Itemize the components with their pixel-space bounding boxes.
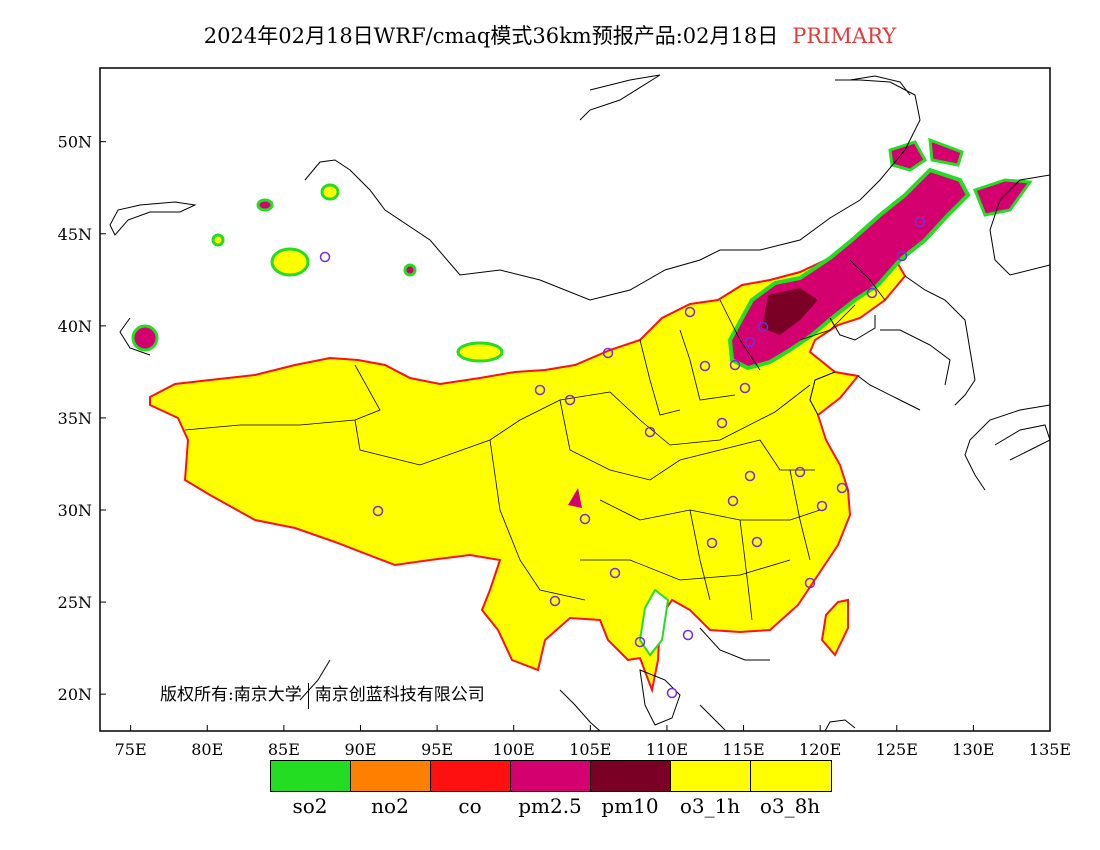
legend-label-so2: so2 xyxy=(292,794,328,818)
lat-tick-label: 20N xyxy=(58,685,92,704)
legend-colorbar xyxy=(270,760,832,792)
country-borders xyxy=(109,74,1050,731)
map-axes: 75E 80E 85E 90E 95E 100E 105E 110E 115E 120E 125E 1… xyxy=(58,133,1071,759)
legend-label-o3-8h: o3_8h xyxy=(759,794,821,818)
copyright-separator xyxy=(307,682,309,709)
lon-tick-label: 115E xyxy=(722,740,764,759)
legend-label-pm10: pm10 xyxy=(601,794,659,818)
lat-tick-label: 30N xyxy=(58,501,92,520)
legend-swatch-co xyxy=(431,761,511,791)
lat-tick-label: 40N xyxy=(58,317,92,336)
lon-tick-label: 90E xyxy=(344,740,376,759)
map-title: 2024年02月18日WRF/cmaq模式36km预报产品:02月18日 PRIM… xyxy=(0,20,1100,50)
legend-label-no2: no2 xyxy=(371,794,409,818)
lon-tick-label: 100E xyxy=(493,740,535,759)
sichuan-pm25-spot xyxy=(568,488,582,508)
southern-gap xyxy=(638,588,670,657)
lon-tick-label: 125E xyxy=(876,740,918,759)
legend-swatch-pm2-5 xyxy=(511,761,591,791)
lon-tick-label: 120E xyxy=(799,740,841,759)
lon-tick-label: 130E xyxy=(952,740,994,759)
legend-swatch-o3-8h xyxy=(751,761,831,791)
lon-tick-label: 85E xyxy=(268,740,300,759)
lon-tick-label: 80E xyxy=(191,740,223,759)
map-content xyxy=(109,74,1050,731)
lon-tick-label: 105E xyxy=(569,740,611,759)
taiwan-region xyxy=(820,598,849,657)
lon-tick-label: 75E xyxy=(115,740,147,759)
xinjiang-pollution-patches xyxy=(131,183,504,363)
city-markers xyxy=(319,216,926,699)
china-o3-region xyxy=(149,230,907,694)
legend-label-co: co xyxy=(458,794,482,818)
copyright-text: 版权所有:南京大学 南京创蓝科技有限公司 xyxy=(160,680,485,709)
legend-label-o3-1h: o3_1h xyxy=(679,794,741,818)
lat-tick-label: 45N xyxy=(58,225,92,244)
northeast-pm10-core xyxy=(762,288,818,335)
legend-swatch-no2 xyxy=(351,761,431,791)
heilongjiang-pm25-2 xyxy=(928,137,964,167)
lat-tick-label: 50N xyxy=(58,133,92,152)
lon-tick-label: 110E xyxy=(646,740,688,759)
legend-swatch-pm10 xyxy=(591,761,671,791)
heilongjiang-pm25 xyxy=(888,140,927,172)
lon-tick-label: 135E xyxy=(1029,740,1071,759)
legend-swatch-o3-1h xyxy=(671,761,751,791)
lat-tick-label: 25N xyxy=(58,593,92,612)
copyright-owner-2: 南京创蓝科技有限公司 xyxy=(314,685,485,705)
province-borders xyxy=(184,259,886,621)
legend-labels: so2 no2 co pm2.5 pm10 o3_1h o3_8h xyxy=(270,794,830,818)
title-pollutant-tag: PRIMARY xyxy=(792,24,897,48)
copyright-owner-1: 版权所有:南京大学 xyxy=(160,685,302,705)
legend-label-pm2-5: pm2.5 xyxy=(518,794,582,818)
legend-swatch-so2 xyxy=(271,761,351,791)
map-frame xyxy=(99,67,1051,732)
lon-tick-label: 95E xyxy=(421,740,453,759)
title-main: 2024年02月18日WRF/cmaq模式36km预报产品:02月18日 xyxy=(203,24,779,48)
lat-tick-label: 35N xyxy=(58,409,92,428)
